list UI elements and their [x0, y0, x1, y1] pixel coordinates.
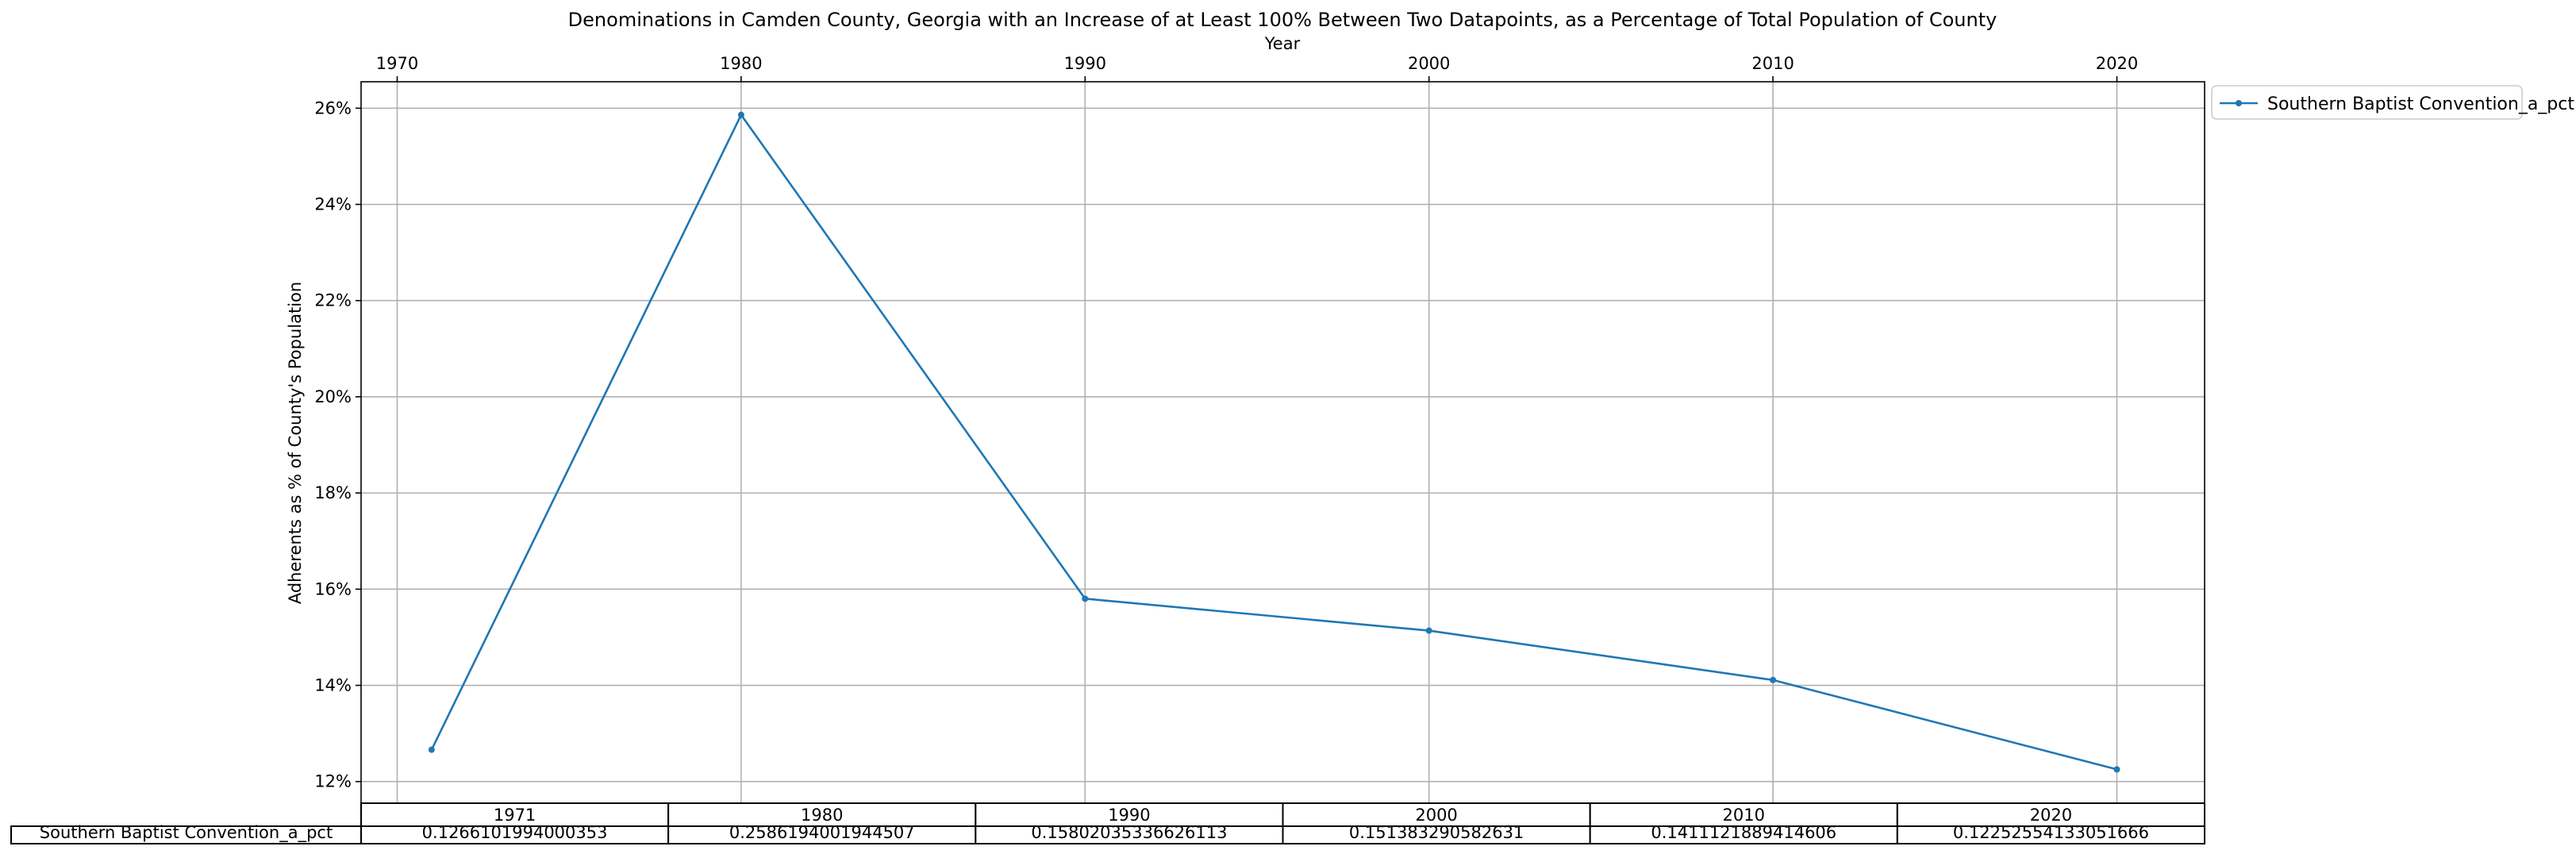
y-tick-label: 16%	[314, 579, 352, 598]
table-value: 0.1411121889414606	[1651, 823, 1836, 842]
x-tick-label: 2000	[1408, 54, 1450, 73]
table-column-header-cell	[1589, 802, 1898, 827]
data-table: Southern Baptist Convention_a_pct19710.1…	[10, 802, 2205, 844]
table-column-header-cell	[360, 802, 670, 827]
series-lines	[428, 111, 2120, 773]
table-column-header: 1971	[494, 806, 536, 825]
table-column-header: 1980	[801, 806, 843, 825]
chart-title: Denominations in Camden County, Georgia …	[568, 9, 1997, 31]
table-value: 0.1266101994000353	[422, 823, 608, 842]
legend-marker-swatch	[2236, 100, 2242, 106]
y-axis-ticks: 12% 14% 16% 18% 20% 22% 24% 26%	[314, 98, 361, 791]
x-tick-label: 1980	[720, 54, 762, 73]
data-point	[1082, 595, 1089, 602]
table-value: 0.12252554133051666	[1953, 823, 2149, 842]
table-row-label: Southern Baptist Convention_a_pct	[40, 823, 333, 843]
table-column-header: 2020	[2030, 806, 2072, 825]
x-tick-label: 2020	[2096, 54, 2138, 73]
table-value: 0.151383290582631	[1349, 823, 1524, 842]
data-point	[737, 111, 744, 118]
legend-box	[2211, 85, 2523, 120]
data-point	[1425, 627, 1432, 634]
table-value-cell	[1896, 825, 2205, 844]
plot-frame	[360, 81, 2205, 804]
y-tick-label: 18%	[314, 483, 352, 502]
x-tick-label: 1970	[376, 54, 418, 73]
data-point	[2113, 766, 2120, 773]
x-tick-label: 1990	[1064, 54, 1106, 73]
legend: Southern Baptist Convention_a_pct	[2211, 85, 2574, 120]
table-column-header: 2010	[1723, 806, 1765, 825]
y-tick-label: 26%	[314, 98, 352, 117]
y-tick-label: 22%	[314, 291, 352, 310]
y-tick-label: 14%	[314, 676, 352, 695]
series-line	[430, 113, 2117, 771]
table-column-header-cell	[1896, 802, 2205, 827]
table-column-header: 2000	[1415, 806, 1457, 825]
y-tick-label: 12%	[314, 772, 352, 791]
table-column-header: 1990	[1108, 806, 1150, 825]
y-axis-label: Adherents as % of County's Population	[286, 282, 305, 604]
x-axis-ticks: 1970 1980 1990 2000 2010 2020	[376, 54, 2138, 82]
legend-entry-label: Southern Baptist Convention_a_pct	[2267, 94, 2574, 114]
table-value: 0.2586194001944507	[729, 823, 915, 842]
gridlines	[361, 82, 2205, 803]
data-point	[428, 746, 435, 753]
y-tick-label: 20%	[314, 387, 352, 406]
x-tick-label: 2010	[1751, 54, 1794, 73]
table-value: 0.15802035336626113	[1031, 823, 1227, 842]
y-tick-label: 24%	[314, 195, 352, 214]
data-point	[1770, 676, 1777, 683]
x-axis-label: Year	[1264, 34, 1301, 53]
